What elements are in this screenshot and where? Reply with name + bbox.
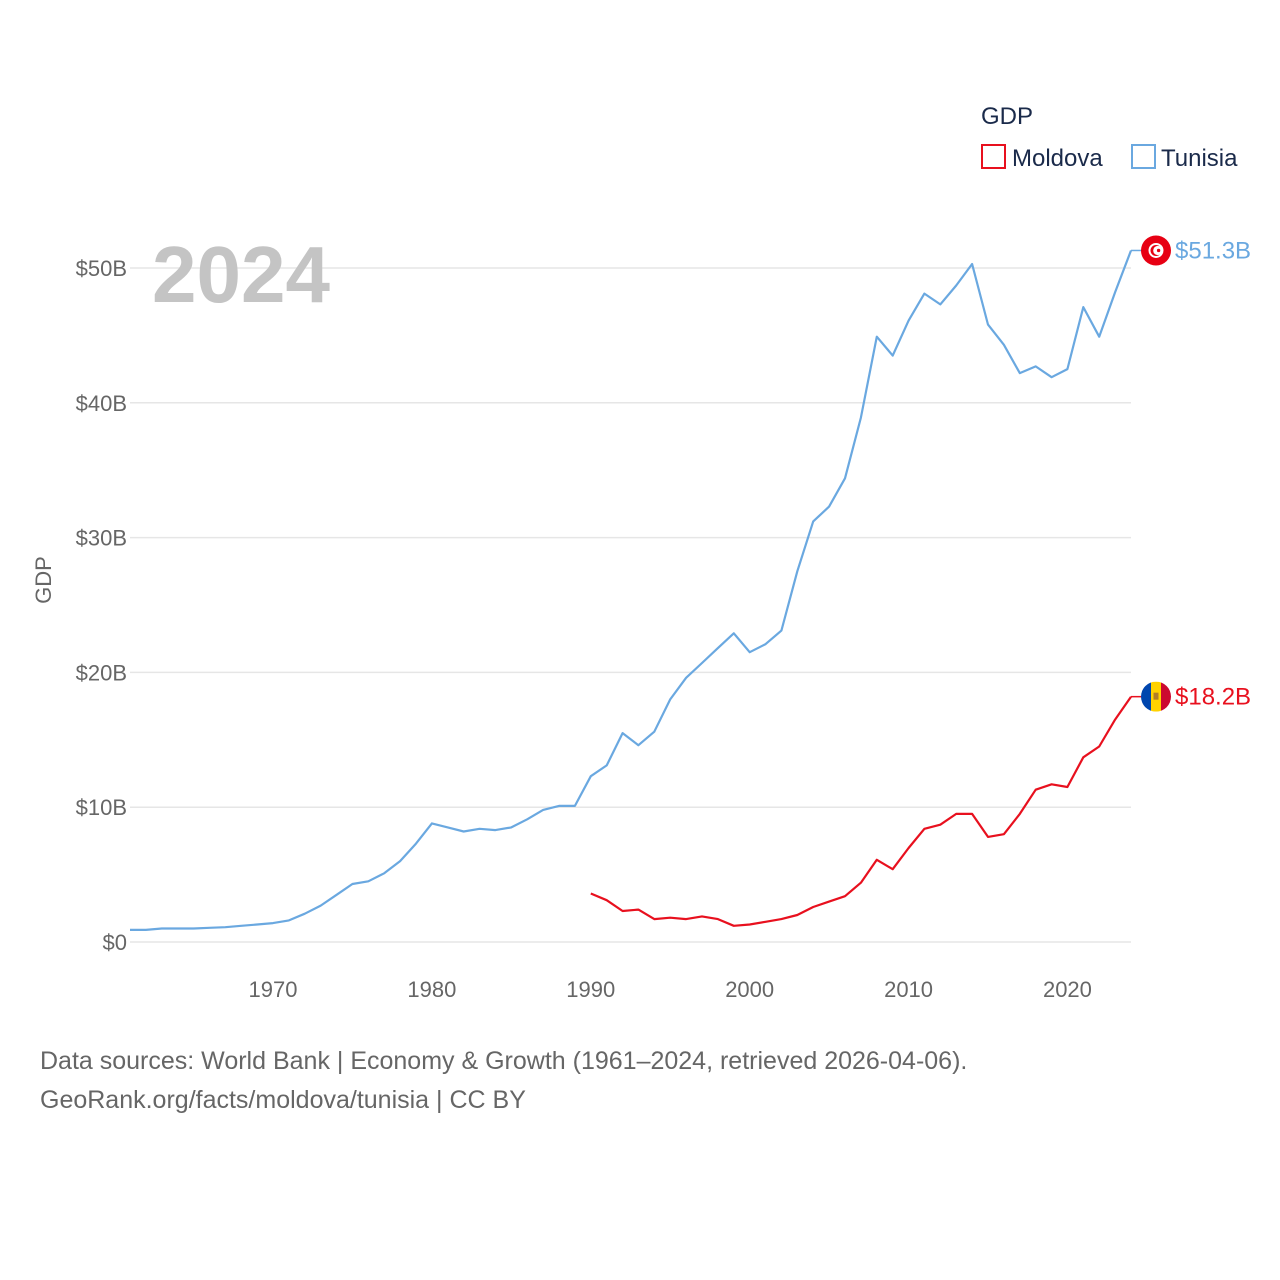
x-axis-ticks: 1970 1980 1990 2000 2010 2020 [249,977,1092,1002]
x-tick-label: 2000 [725,977,774,1002]
series-line-moldova[interactable] [590,696,1132,927]
x-tick-label: 1980 [407,977,456,1002]
x-tick-label: 2020 [1043,977,1092,1002]
x-tick-label: 1990 [566,977,615,1002]
y-tick-label: $10B [76,795,127,820]
legend-label-tunisia: Tunisia [1161,145,1238,172]
series-line-tunisia[interactable] [130,250,1133,932]
moldova-flag-icon [1141,681,1171,712]
data-source-note: Data sources: World Bank | Economy & Gro… [40,1047,968,1075]
legend-swatch-moldova [981,144,1006,169]
legend-item-moldova[interactable]: Moldova [981,144,1103,172]
legend: GDP Moldova Tunisia [981,103,1238,172]
gridlines [130,267,1131,943]
y-tick-label: $0 [103,930,127,955]
legend-item-tunisia[interactable]: Tunisia [1131,144,1238,172]
y-axis-label: GDP [31,556,56,604]
gdp-line-chart: $0 $10B $20B $30B $40B $50B 1970 1980 1990 2000 2… [31,103,1251,1002]
y-tick-label: $40B [76,391,127,416]
x-tick-label: 2010 [884,977,933,1002]
tunisia-flag-icon [1141,235,1171,266]
y-tick-label: $20B [76,660,127,685]
y-tick-label: $50B [76,256,127,281]
legend-title: GDP [981,103,1033,130]
source-url: GeoRank.org/facts/moldova/tunisia | CC B… [40,1086,526,1114]
end-value-label-tunisia: $51.3B [1175,237,1251,264]
legend-swatch-tunisia [1131,144,1156,169]
series-lines [130,250,1133,932]
x-tick-label: 1970 [249,977,298,1002]
footer: Data sources: World Bank | Economy & Gro… [40,1042,967,1120]
y-tick-label: $30B [76,526,127,551]
year-label: 2024 [152,230,330,319]
end-markers: $18.2B $51.3B [1131,235,1251,712]
y-axis-ticks: $0 $10B $20B $30B $40B $50B [76,256,127,955]
legend-label-moldova: Moldova [1012,145,1103,172]
end-value-label-moldova: $18.2B [1175,684,1251,711]
